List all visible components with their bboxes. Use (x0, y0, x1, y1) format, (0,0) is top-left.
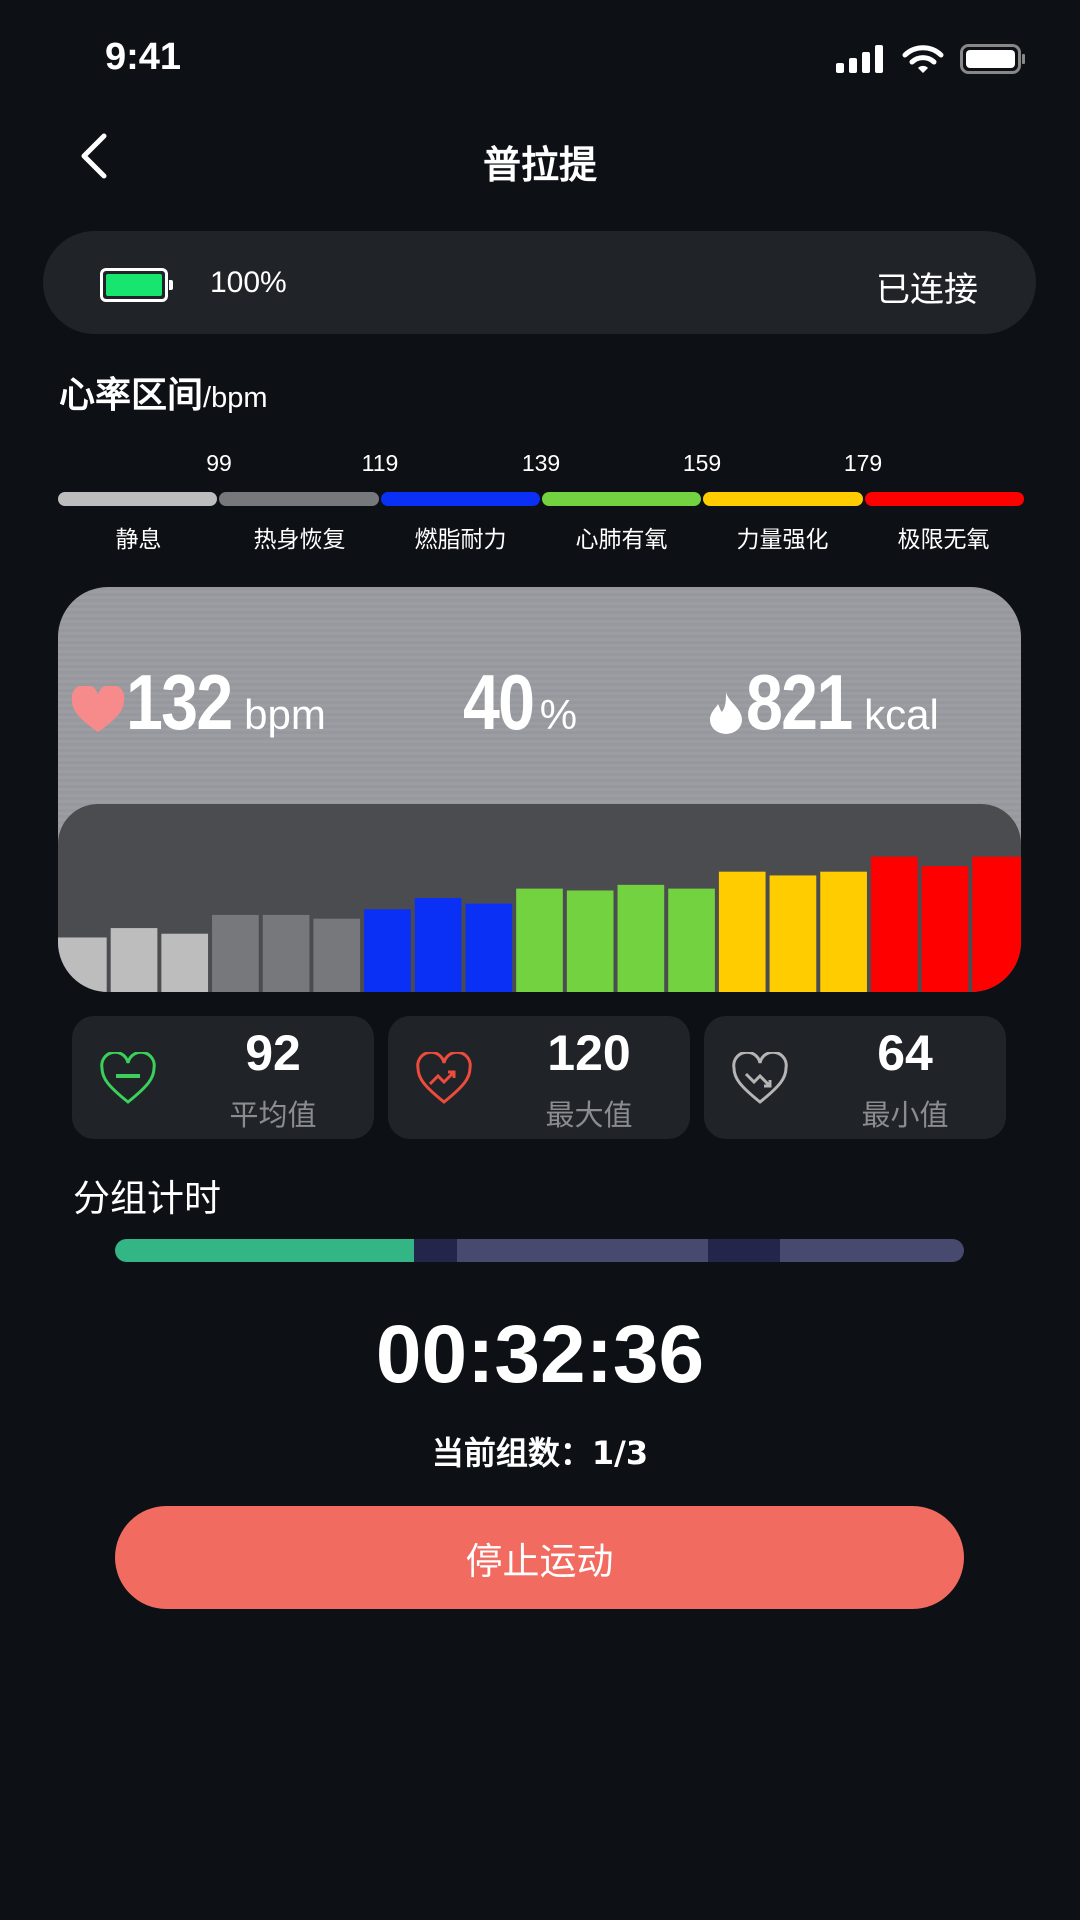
battery-status-icon (960, 44, 1025, 74)
history-bar (566, 890, 614, 992)
flame-icon (710, 691, 742, 734)
device-battery-icon (100, 268, 173, 302)
summary-value: 64 (877, 1025, 933, 1081)
calories-value: 821 (746, 658, 853, 746)
zone-unit: /bpm (203, 382, 268, 414)
heart-max-icon (416, 1052, 472, 1104)
zone-threshold: 139 (521, 450, 561, 476)
zone-label: 静息 (115, 527, 162, 553)
zone-segment (703, 492, 863, 506)
heart-rate-card: 132 bpm 40 % 821 kcal (58, 587, 1021, 992)
set-timer-title: 分组计时 (73, 1177, 221, 1220)
heart-icon (71, 685, 125, 732)
history-bar (364, 909, 411, 992)
device-connection-card (43, 231, 1036, 334)
status-icons (836, 44, 1026, 74)
history-bar (110, 928, 158, 992)
current-set-count: 当前组数：1/3 (431, 1434, 649, 1472)
heart-rate-unit: bpm (244, 691, 326, 738)
history-bar (465, 903, 513, 992)
zone-section-title: 心率区间/bpm (59, 366, 268, 418)
history-bar (617, 884, 665, 992)
history-bar (668, 888, 715, 992)
zone-scale-bar (58, 492, 1024, 506)
work-segment (457, 1239, 708, 1262)
history-bar (769, 875, 817, 992)
summary-label: 最小值 (861, 1098, 949, 1132)
summary-card: 64 最小值 (704, 1016, 1006, 1139)
zone-threshold: 159 (682, 450, 722, 476)
zone-label: 燃脂耐力 (414, 527, 507, 553)
zone-segment (219, 492, 379, 506)
summary-card: 120 最大值 (388, 1016, 690, 1139)
battery-percent: 100% (210, 266, 287, 299)
zone-title-text: 心率区间 (59, 375, 204, 416)
zone-label: 极限无氧 (897, 527, 990, 553)
set-timer: 00:32:36 (375, 1309, 705, 1400)
zone-label: 心肺有氧 (575, 527, 668, 553)
zone-segment (380, 492, 540, 506)
history-bar (313, 918, 361, 992)
calories-unit: kcal (864, 691, 939, 738)
percent-value: 40 (463, 658, 535, 746)
rest-segment (414, 1239, 457, 1262)
history-bar (58, 937, 107, 992)
wifi-icon (902, 45, 944, 73)
heart-rate-stat: 132 bpm (70, 657, 326, 748)
zone-label: 力量强化 (736, 527, 829, 553)
heart-rate-value: 132 (126, 658, 233, 746)
zone-label: 热身恢复 (253, 527, 346, 553)
history-bar (212, 914, 259, 992)
history-bar (870, 856, 918, 992)
zone-threshold: 179 (843, 450, 883, 476)
signal-icon (836, 45, 883, 73)
summary-card: 92 平均值 (72, 1016, 374, 1139)
heart-average-icon (100, 1052, 156, 1104)
calories-stat: 821 kcal (706, 657, 939, 748)
heart-rate-history-chart (58, 804, 1021, 992)
back-chevron-icon[interactable] (76, 130, 116, 180)
history-bar (820, 871, 867, 992)
zone-segment (864, 492, 1024, 506)
percent-unit: % (539, 691, 578, 738)
summary-label: 平均值 (229, 1098, 317, 1132)
stop-workout-button[interactable]: 停止运动 (115, 1506, 964, 1609)
work-segment (115, 1239, 414, 1262)
history-bar (161, 933, 209, 992)
zone-threshold: 119 (361, 450, 399, 476)
work-segment (780, 1239, 964, 1262)
history-bar (414, 898, 462, 992)
page-title: 普拉提 (482, 143, 597, 187)
summary-label: 最大值 (545, 1098, 633, 1132)
rest-segment (708, 1239, 780, 1262)
history-bar (718, 871, 766, 992)
heart-min-icon (732, 1052, 788, 1104)
live-stats: 132 bpm 40 % 821 kcal (58, 657, 1021, 747)
zone-segment (58, 492, 218, 506)
percent-stat: 40 % (463, 657, 577, 748)
zone-threshold: 99 (206, 450, 232, 476)
status-time: 9:41 (105, 36, 182, 78)
summary-value: 120 (547, 1025, 631, 1081)
history-bar (262, 914, 310, 992)
zone-segment (541, 492, 702, 506)
set-progress-bar (115, 1239, 964, 1262)
history-bar (516, 888, 563, 992)
connection-status: 已连接 (876, 270, 978, 310)
history-bar (921, 866, 969, 992)
summary-value: 92 (245, 1025, 301, 1081)
history-bar (972, 856, 1021, 992)
history-bars (58, 856, 1021, 992)
